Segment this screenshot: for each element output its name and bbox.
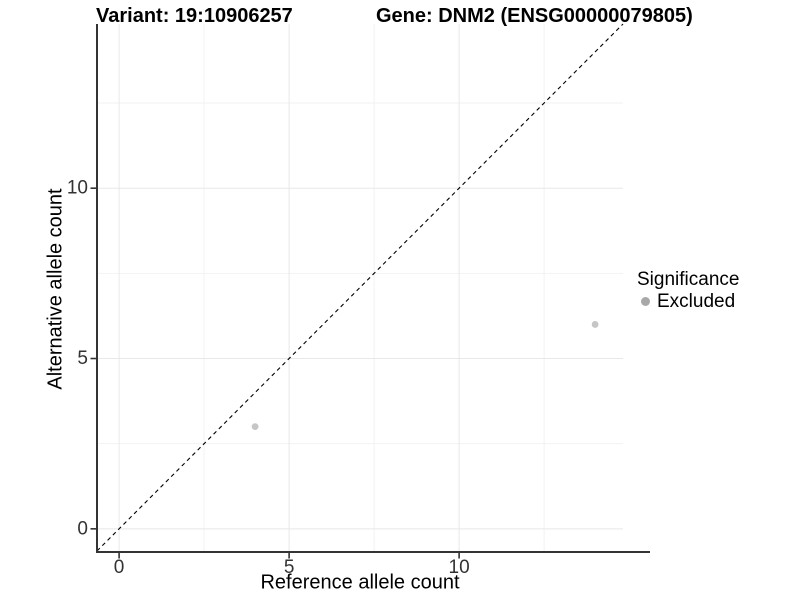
y-tick-label: 0 [77, 518, 88, 539]
legend-key-circle-icon [641, 297, 650, 306]
legend: Significance Excluded [637, 269, 739, 312]
x-tick-label: 0 [114, 557, 125, 578]
legend-item-label: Excluded [657, 291, 736, 312]
data-point [251, 423, 259, 431]
gene-title: Gene: DNM2 (ENSG00000079805) [376, 5, 693, 27]
x-tick-label: 5 [284, 557, 295, 578]
y-tick-label: 5 [77, 348, 88, 369]
legend-item-excluded: Excluded [637, 291, 739, 312]
variant-title: Variant: 19:10906257 [96, 5, 293, 27]
y-tick-label: 10 [67, 178, 88, 199]
legend-title: Significance [637, 269, 740, 290]
data-point [591, 321, 599, 328]
x-axis-title: Reference allele count [260, 571, 460, 594]
y-axis-title: Alternative allele count [44, 188, 67, 390]
x-tick-label: 10 [449, 557, 470, 578]
